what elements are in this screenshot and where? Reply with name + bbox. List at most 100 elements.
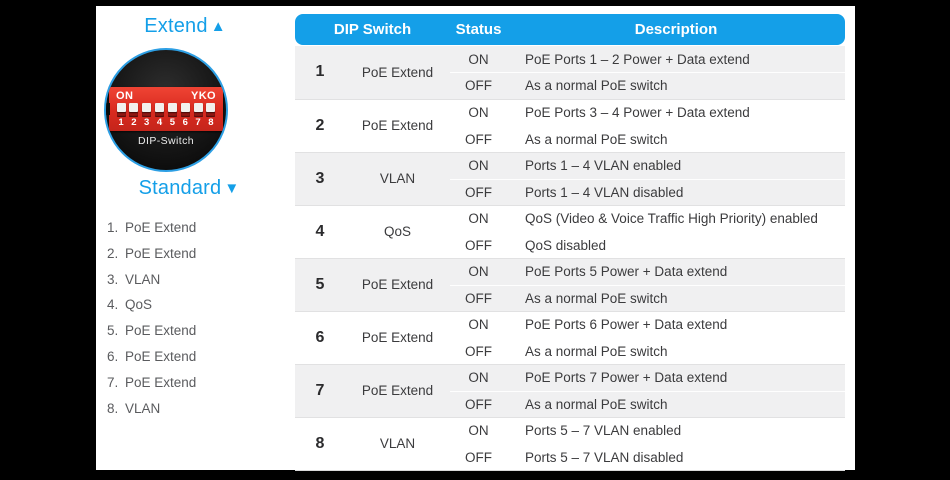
status-subrows: ON Ports 5 – 7 VLAN enabled OFF Ports 5 … (450, 418, 845, 470)
dip-function: PoE Extend (361, 64, 434, 80)
list-item: 5. PoE Extend (107, 323, 196, 338)
switch-number: 8 (208, 117, 214, 128)
dip-switch-toggle: 5 (167, 103, 177, 128)
dip-function: PoE Extend (361, 330, 434, 345)
dip-function: VLAN (379, 171, 416, 186)
status-on-description: PoE Ports 7 Power + Data extend (525, 370, 728, 385)
status-off-description: As a normal PoE switch (525, 396, 668, 412)
header-status: Status (455, 21, 502, 38)
switch-number: 6 (182, 117, 188, 128)
table-body: 1 PoE Extend ON PoE Ports 1 – 2 Power + … (295, 46, 845, 471)
list-item-label: PoE Extend (125, 348, 197, 364)
dip-number: 6 (315, 328, 325, 346)
status-on-description: Ports 1 – 4 VLAN enabled (525, 158, 682, 173)
status-on-description: PoE Ports 1 – 2 Power + Data extend (525, 51, 750, 67)
switch-row: 1 2 3 4 5 6 7 8 (116, 103, 216, 128)
list-item: 1. PoE Extend (107, 220, 196, 235)
status-subrows: ON PoE Ports 3 – 4 Power + Data extend O… (450, 100, 845, 152)
switch-number: 7 (195, 117, 201, 128)
status-off-description: Ports 5 – 7 VLAN disabled (525, 449, 684, 465)
status-on-description: PoE Ports 3 – 4 Power + Data extend (525, 105, 750, 120)
list-item-label: PoE Extend (125, 220, 197, 235)
table-row: 3 VLAN ON Ports 1 – 4 VLAN enabled OFF P… (295, 151, 845, 205)
dip-switch-toggle: 3 (142, 103, 152, 128)
status-on-subrow: ON Ports 5 – 7 VLAN enabled (450, 418, 845, 444)
list-item-label: PoE Extend (125, 245, 197, 261)
header-description: Description (634, 21, 718, 38)
list-item-number: 4. (107, 297, 119, 313)
status-on-description: QoS (Video & Voice Traffic High Priority… (525, 211, 818, 226)
list-item: 2. PoE Extend (107, 246, 196, 261)
list-item: 6. PoE Extend (107, 349, 196, 364)
standard-text: Standard (138, 177, 222, 199)
switch-slot-icon (193, 103, 203, 117)
switch-number: 5 (169, 117, 176, 128)
arrow-up-icon: ▲ (210, 18, 226, 35)
switch-nub-icon (167, 103, 177, 112)
table-row: 4 QoS ON QoS (Video & Voice Traffic High… (295, 204, 845, 258)
status-on-label: ON (468, 105, 489, 120)
status-on-description: PoE Ports 5 Power + Data extend (525, 264, 728, 279)
extend-text: Extend (144, 15, 208, 37)
table-row: 6 PoE Extend ON PoE Ports 6 Power + Data… (295, 310, 845, 364)
dip-switch-toggle: 1 (116, 103, 126, 128)
table-row: 7 PoE Extend ON PoE Ports 7 Power + Data… (295, 363, 845, 417)
status-off-subrow: OFF As a normal PoE switch (450, 284, 845, 311)
list-item: 4. QoS (107, 297, 196, 312)
dip-switch-photo: ON YKO 1 2 3 4 5 6 7 8 (104, 48, 228, 172)
switch-slot-icon (116, 103, 126, 117)
status-on-label: ON (468, 158, 489, 173)
status-on-description: Ports 5 – 7 VLAN enabled (525, 423, 682, 438)
dip-number: 2 (315, 116, 325, 134)
status-off-label: OFF (465, 449, 492, 465)
list-item-label: PoE Extend (125, 374, 197, 390)
switch-slot-icon (129, 103, 139, 117)
left-panel: Extend ▲ ON YKO 1 2 3 4 5 6 (96, 6, 291, 470)
dip-switch-block: ON YKO 1 2 3 4 5 6 7 8 (106, 87, 223, 131)
switch-nub-icon (180, 103, 190, 112)
status-on-subrow: ON PoE Ports 5 Power + Data extend (450, 259, 845, 285)
dip-switch-block-header: ON YKO (116, 89, 216, 102)
switch-nub-icon (155, 103, 165, 112)
status-on-label: ON (468, 423, 489, 438)
arrow-down-icon: ▼ (224, 180, 240, 197)
dip-number: 8 (315, 434, 325, 452)
dip-switch-toggle: 6 (180, 103, 190, 128)
list-item-label: VLAN (125, 400, 161, 416)
status-off-description: As a normal PoE switch (525, 78, 668, 94)
list-item-number: 8. (107, 400, 119, 416)
status-off-description: Ports 1 – 4 VLAN disabled (525, 184, 684, 200)
switch-slot-icon (167, 103, 177, 117)
switch-number: 3 (144, 117, 150, 128)
status-subrows: ON PoE Ports 7 Power + Data extend OFF A… (450, 365, 845, 417)
table-header: DIP Switch Status Description (295, 14, 845, 45)
dip-switch-toggle: 2 (129, 103, 139, 128)
dip-function: PoE Extend (361, 383, 434, 398)
status-on-subrow: ON PoE Ports 6 Power + Data extend (450, 312, 845, 338)
status-on-label: ON (468, 264, 489, 279)
status-off-subrow: OFF Ports 5 – 7 VLAN disabled (450, 443, 845, 470)
status-on-description: PoE Ports 6 Power + Data extend (525, 317, 728, 332)
status-subrows: ON PoE Ports 5 Power + Data extend OFF A… (450, 259, 845, 311)
status-off-subrow: OFF As a normal PoE switch (450, 72, 845, 98)
switch-number: 4 (156, 117, 163, 128)
status-subrows: ON QoS (Video & Voice Traffic High Prior… (450, 206, 845, 258)
switch-nub-icon (116, 103, 126, 112)
table-row: 8 VLAN ON Ports 5 – 7 VLAN enabled OFF P… (295, 416, 845, 470)
status-on-label: ON (468, 317, 489, 332)
status-on-label: ON (468, 211, 489, 226)
header-dip-switch: DIP Switch (333, 21, 412, 38)
list-item-number: 7. (107, 374, 119, 390)
status-off-label: OFF (465, 290, 492, 306)
page: Extend ▲ ON YKO 1 2 3 4 5 6 (96, 6, 855, 471)
status-off-label: OFF (465, 237, 492, 253)
dip-function: PoE Extend (361, 118, 434, 133)
dip-number: 3 (315, 169, 325, 187)
dip-function: QoS (383, 224, 411, 239)
dip-switch-table: DIP Switch Status Description 1 PoE Exte… (295, 14, 845, 471)
dip-function: VLAN (379, 436, 416, 451)
legend-list: 1. PoE Extend 2. PoE Extend 3. VLAN 4. QoS 5… (107, 220, 196, 426)
switch-slot-icon (142, 103, 152, 117)
status-off-subrow: OFF As a normal PoE switch (450, 337, 845, 364)
switch-nub-icon (129, 103, 139, 112)
